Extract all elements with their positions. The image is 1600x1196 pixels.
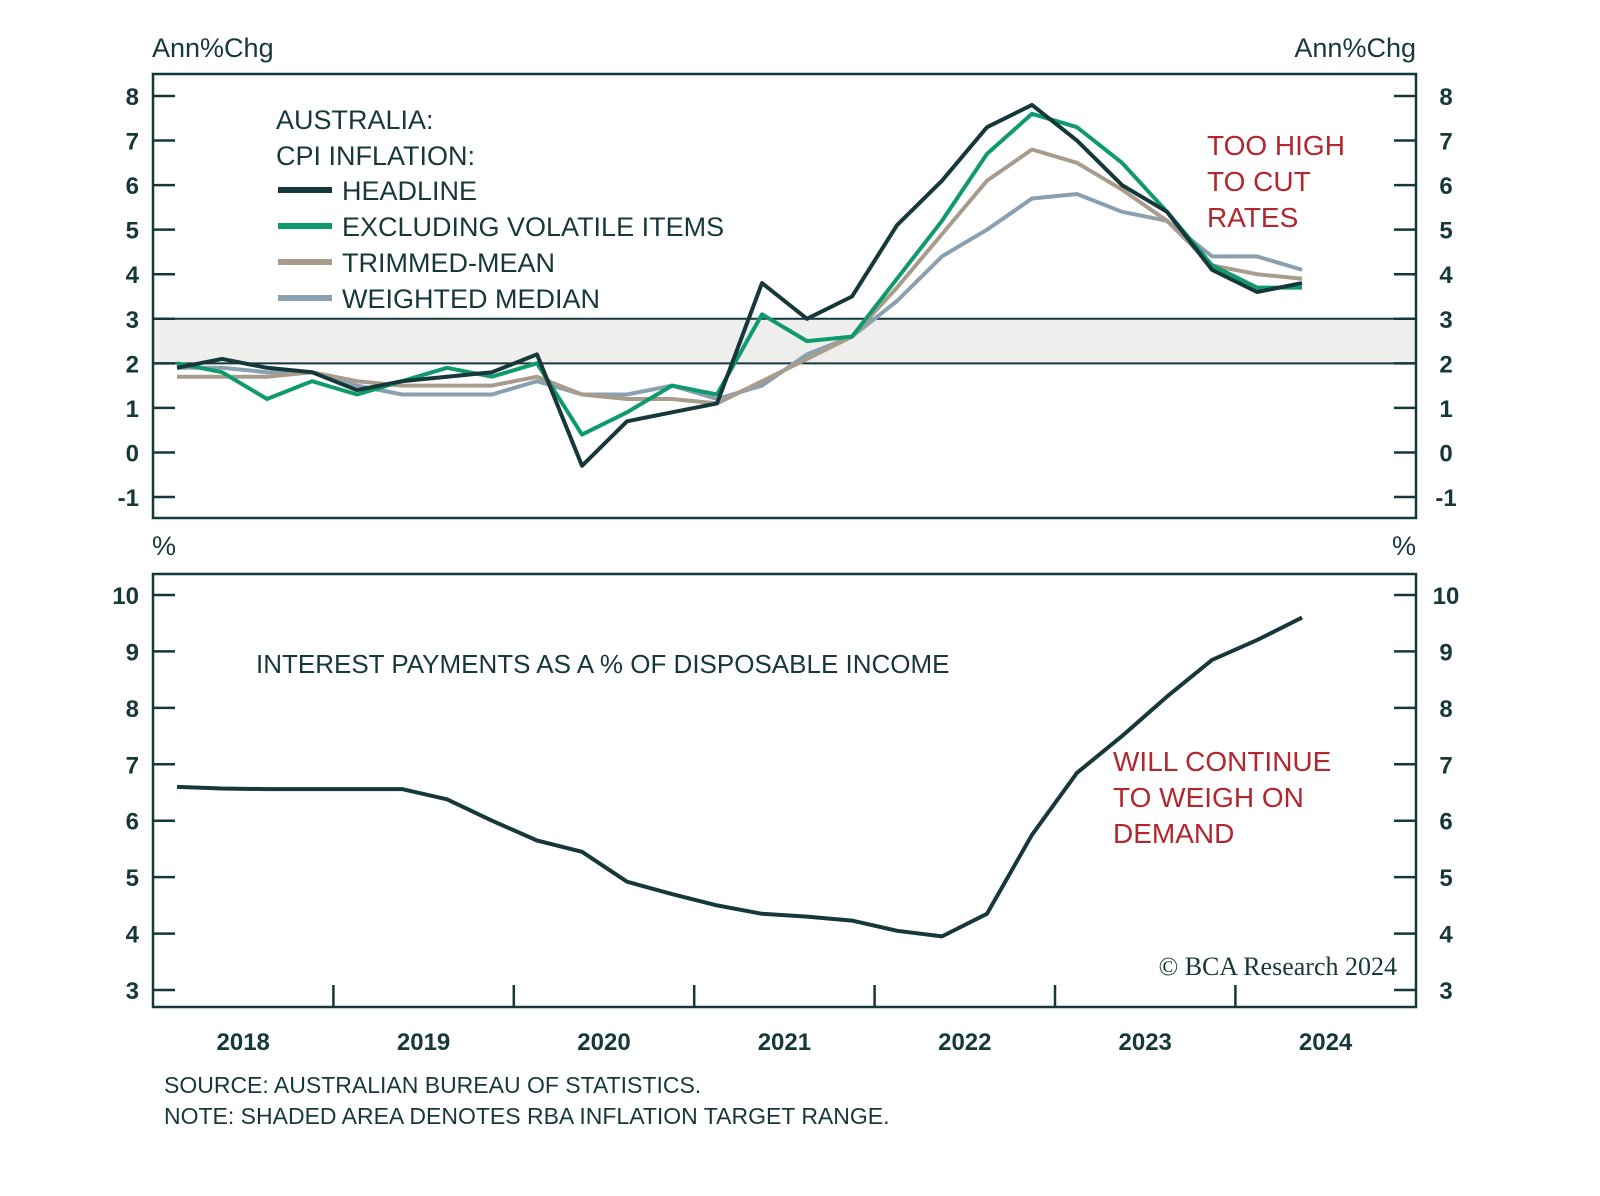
legend-title-line-1: AUSTRALIA: [276, 105, 434, 135]
legend-label-trimmed-mean: TRIMMED-MEAN [342, 248, 555, 278]
top-left-tick-label: 4 [126, 262, 140, 289]
legend-label-excluding-volatile: EXCLUDING VOLATILE ITEMS [342, 212, 724, 242]
bottom-left-tick-label: 9 [126, 639, 139, 666]
top-left-axis-unit: Ann%Chg [152, 33, 274, 63]
copyright-label: © BCA Research 2024 [1158, 952, 1397, 981]
top-right-tick-label: 2 [1439, 351, 1452, 378]
top-right-axis-unit: Ann%Chg [1294, 33, 1416, 63]
annotation-line-3: DEMAND [1113, 818, 1234, 849]
legend-label-weighted-median: WEIGHTED MEDIAN [342, 284, 600, 314]
top-left-tick-label: 0 [126, 440, 139, 467]
top-left-tick-label: 6 [126, 173, 139, 200]
cpi-inflation-panel: Ann%Chg Ann%Chg -1 -1 0 0 1 1 2 2 3 3 4 4 5 5 6 6 7 7 8 8 A… [118, 33, 1457, 518]
top-right-tick-label: 8 [1439, 84, 1452, 111]
bottom-right-tick-label: 7 [1439, 752, 1452, 779]
top-left-tick-label: 2 [126, 351, 139, 378]
top-right-tick-label: 6 [1439, 173, 1452, 200]
bottom-left-tick-label: 10 [112, 583, 139, 610]
year-label: 2021 [758, 1029, 811, 1056]
legend: AUSTRALIA: CPI INFLATION: HEADLINE EXCLU… [276, 105, 724, 314]
interest-payments-panel: % % 3 3 4 4 5 5 6 6 7 7 8 8 9 9 10 10 INTEREST PAYMENTS… [112, 531, 1459, 1007]
annotation-line-2: TO CUT [1207, 166, 1311, 197]
annotation-too-high: TOO HIGH TO CUT RATES [1207, 130, 1345, 233]
year-label: 2024 [1299, 1029, 1353, 1056]
top-left-tick-label: 5 [126, 218, 139, 245]
chart-canvas: Ann%Chg Ann%Chg -1 -1 0 0 1 1 2 2 3 3 4 4 5 5 6 6 7 7 8 8 A… [0, 0, 1600, 1196]
top-right-tick-label: 3 [1439, 307, 1452, 334]
top-left-tick-label: 7 [126, 129, 139, 156]
top-right-tick-label: 7 [1439, 129, 1452, 156]
bottom-left-axis-unit: % [152, 531, 176, 561]
top-right-tick-label: 0 [1439, 440, 1452, 467]
top-left-tick-label: 8 [126, 84, 139, 111]
top-left-tick-label: -1 [118, 485, 139, 512]
annotation-will-continue: WILL CONTINUE TO WEIGH ON DEMAND [1113, 746, 1331, 849]
annotation-line-2: TO WEIGH ON [1113, 782, 1304, 813]
top-left-tick-label: 1 [126, 396, 139, 423]
bottom-right-tick-label: 3 [1439, 978, 1452, 1005]
bottom-right-tick-label: 8 [1439, 696, 1452, 723]
top-right-tick-label: 4 [1439, 262, 1453, 289]
source-footnote: SOURCE: AUSTRALIAN BUREAU OF STATISTICS. [164, 1072, 701, 1098]
bottom-left-tick-label: 4 [126, 922, 140, 949]
top-right-tick-label: 5 [1439, 218, 1452, 245]
x-axis-year-labels: 2018 2019 2020 2021 2022 2023 2024 [217, 1029, 1353, 1056]
year-label: 2020 [577, 1029, 630, 1056]
annotation-line-1: TOO HIGH [1207, 130, 1345, 161]
bottom-right-tick-label: 6 [1439, 809, 1452, 836]
bottom-panel-title: INTEREST PAYMENTS AS A % OF DISPOSABLE I… [256, 649, 950, 679]
bottom-left-tick-label: 6 [126, 809, 139, 836]
top-left-tick-label: 3 [126, 307, 139, 334]
bottom-right-tick-label: 10 [1433, 583, 1460, 610]
legend-label-headline: HEADLINE [342, 176, 477, 206]
bottom-left-tick-label: 5 [126, 865, 139, 892]
year-label: 2022 [938, 1029, 991, 1056]
year-label: 2018 [217, 1029, 270, 1056]
note-footnote: NOTE: SHADED AREA DENOTES RBA INFLATION … [164, 1103, 890, 1129]
bottom-left-tick-label: 8 [126, 696, 139, 723]
bottom-right-tick-label: 9 [1439, 639, 1452, 666]
bottom-right-tick-label: 5 [1439, 865, 1452, 892]
annotation-line-3: RATES [1207, 202, 1298, 233]
top-right-tick-label: -1 [1435, 485, 1456, 512]
bottom-left-tick-label: 3 [126, 978, 139, 1005]
bottom-right-axis-unit: % [1392, 531, 1416, 561]
year-label: 2023 [1119, 1029, 1172, 1056]
year-label: 2019 [397, 1029, 450, 1056]
top-right-tick-label: 1 [1439, 396, 1452, 423]
bottom-right-tick-label: 4 [1439, 922, 1453, 949]
bottom-left-tick-label: 7 [126, 752, 139, 779]
annotation-line-1: WILL CONTINUE [1113, 746, 1331, 777]
legend-title-line-2: CPI INFLATION: [276, 141, 475, 171]
